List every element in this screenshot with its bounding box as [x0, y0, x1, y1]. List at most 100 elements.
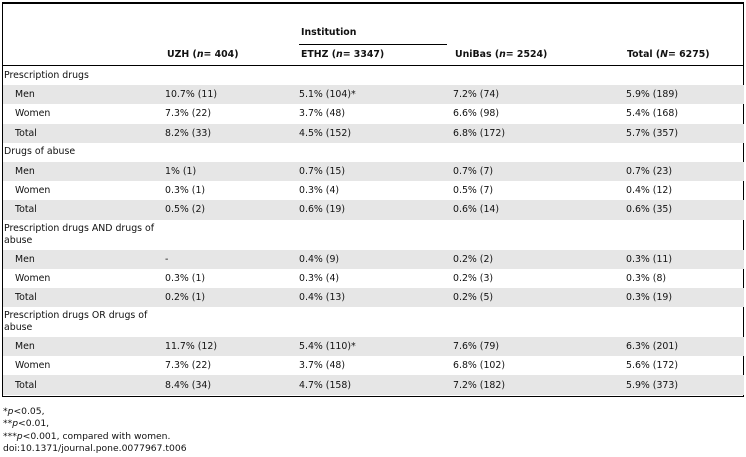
- institution-rule: [299, 44, 447, 45]
- table-row: Prescription drugs OR drugs of abuse: [3, 307, 744, 337]
- table-cell: 0.4% (13): [299, 287, 453, 308]
- table-cell: 0.2% (1): [165, 287, 299, 308]
- table-cell: 0.3% (4): [299, 185, 340, 197]
- footnote-line: *p<0.05,: [3, 406, 45, 417]
- table-cell: 0.2% (5): [453, 287, 626, 308]
- table-cell: 8.2% (33): [165, 123, 299, 143]
- table-cell: [165, 220, 299, 250]
- table-row: Total 8.4% (34) 4.7% (158) 7.2% (182) 5.9% (…: [3, 375, 744, 395]
- table-row: Prescription drugs: [3, 66, 744, 85]
- category-label: Prescription drugs: [4, 69, 89, 81]
- table-cell: [299, 220, 453, 250]
- table-cell: 0.3% (1): [165, 272, 206, 284]
- table-cell: 0.2% (2): [453, 249, 626, 269]
- table-cell: [299, 143, 453, 162]
- table-cell: 0.3% (4): [299, 272, 340, 284]
- row-label: Women: [15, 272, 51, 284]
- footnote-line: ***p<0.001, compared with women.: [3, 430, 171, 442]
- table-row: Women 7.3% (22) 3.7% (48) 6.6% (98) 5.4% (16…: [3, 104, 744, 123]
- table-cell: 5.7% (357): [626, 123, 744, 143]
- table-cell: [299, 66, 453, 85]
- table-cell: [453, 220, 626, 250]
- footnote-line: doi:10.1371/journal.pone.0077967.t006: [3, 442, 187, 454]
- right-border: [743, 2, 744, 397]
- table-row: Women 7.3% (22) 3.7% (48) 6.8% (102) 5.6% (1…: [3, 356, 744, 375]
- row-label: Men: [3, 161, 165, 182]
- table-cell: 10.7% (11): [165, 85, 299, 105]
- table-cell: 0.5% (7): [453, 185, 494, 197]
- table-cell: 6.8% (172): [453, 123, 626, 143]
- table-cell: 5.6% (172): [626, 360, 679, 372]
- table-cell: 0.7% (7): [453, 161, 626, 182]
- column-header-ethz: ETHZ (n= 3347): [301, 49, 385, 60]
- table-cell: [626, 307, 744, 337]
- table-cell: [165, 66, 299, 85]
- table-cell: 7.3% (22): [165, 108, 212, 120]
- table-cell: [626, 220, 744, 250]
- table-cell: 0.6% (19): [299, 200, 453, 220]
- table-row: Total 8.2% (33) 4.5% (152) 6.8% (172) 5.7% (…: [3, 123, 744, 143]
- table-row: Men 10.7% (11) 5.1% (104)* 7.2% (74) 5.9% (1…: [3, 85, 744, 105]
- table-row: Prescription drugs AND drugs of abuse: [3, 220, 744, 250]
- table-cell: 11.7% (12): [165, 337, 299, 357]
- table-row: Drugs of abuse: [3, 143, 744, 162]
- table-cell: 5.9% (189): [626, 85, 744, 105]
- table-row: Men 1% (1) 0.7% (15) 0.7% (7) 0.7% (23): [3, 161, 744, 182]
- table-cell: 4.5% (152): [299, 123, 453, 143]
- table-cell: 0.6% (14): [453, 200, 626, 220]
- table-row: Total 0.2% (1) 0.4% (13) 0.2% (5) 0.3% (19): [3, 287, 744, 308]
- table-cell: [165, 143, 299, 162]
- row-label: Total: [3, 123, 165, 143]
- table-cell: 0.3% (1): [165, 185, 206, 197]
- row-label: Women: [15, 360, 51, 372]
- table-cell: 0.4% (9): [299, 249, 453, 269]
- footnotes: *p<0.05, **p<0.01, ***p<0.001, compared wi…: [3, 406, 187, 455]
- table-cell: [453, 307, 626, 337]
- table-cell: 5.1% (104)*: [299, 85, 453, 105]
- table-cell: 7.3% (22): [165, 360, 212, 372]
- table-cell: 8.4% (34): [165, 375, 299, 395]
- table-cell: 5.9% (373): [626, 375, 744, 395]
- table-row: Men -0.4% (9) 0.2% (2) 0.3% (11): [3, 249, 744, 269]
- table-cell: 6.8% (102): [453, 360, 506, 372]
- row-label: Total: [3, 375, 165, 395]
- category-label: Prescription drugs AND drugs of abuse: [4, 222, 155, 246]
- table-cell: 5.4% (110)*: [299, 337, 453, 357]
- institution-label: Institution: [301, 27, 357, 38]
- table-cell: 5.4% (168): [626, 108, 679, 120]
- table-cell: 0.7% (15): [299, 161, 453, 182]
- column-header-unibas: UniBas (n= 2524): [455, 49, 548, 60]
- category-label: Prescription drugs OR drugs of abuse: [4, 310, 148, 334]
- table-cell: 7.6% (79): [453, 337, 626, 357]
- table-cell: 0.5% (2): [165, 200, 299, 220]
- table-cell: 0.3% (11): [626, 249, 744, 269]
- row-label: Women: [15, 185, 51, 197]
- table-cell: [626, 143, 744, 162]
- row-label: Women: [15, 108, 51, 120]
- table-row: Women 0.3% (1) 0.3% (4) 0.5% (7) 0.4% (12): [3, 181, 744, 200]
- row-label: Men: [3, 85, 165, 105]
- table-cell: 7.2% (182): [453, 375, 626, 395]
- table-cell: 0.4% (12): [626, 185, 673, 197]
- column-header-uzh: UZH (n= 404): [167, 49, 239, 60]
- bottom-rule: [2, 396, 744, 397]
- table-cell: 3.7% (48): [299, 360, 346, 372]
- footnote-line: **p<0.01,: [3, 418, 50, 430]
- table-cell: 0.2% (3): [453, 272, 494, 284]
- table-cell: [453, 66, 626, 85]
- row-label: Men: [3, 337, 165, 357]
- table-row: Men 11.7% (12) 5.4% (110)* 7.6% (79) 6.3% (2…: [3, 337, 744, 357]
- table-cell: 4.7% (158): [299, 375, 453, 395]
- table-row: Women 0.3% (1) 0.3% (4) 0.2% (3) 0.3% (8): [3, 269, 744, 288]
- table-cell: [165, 307, 299, 337]
- table-cell: [626, 66, 744, 85]
- table-cell: 6.3% (201): [626, 337, 744, 357]
- table-cell: 3.7% (48): [299, 108, 346, 120]
- table-cell: -: [165, 249, 299, 269]
- data-table: Prescription drugs Men 10.7% (11) 5.1% (104…: [3, 66, 744, 395]
- row-label: Total: [3, 200, 165, 220]
- left-border: [2, 2, 3, 397]
- table-cell: [453, 143, 626, 162]
- column-header-total: Total (N= 6275): [627, 49, 710, 60]
- table-cell: 6.6% (98): [453, 108, 500, 120]
